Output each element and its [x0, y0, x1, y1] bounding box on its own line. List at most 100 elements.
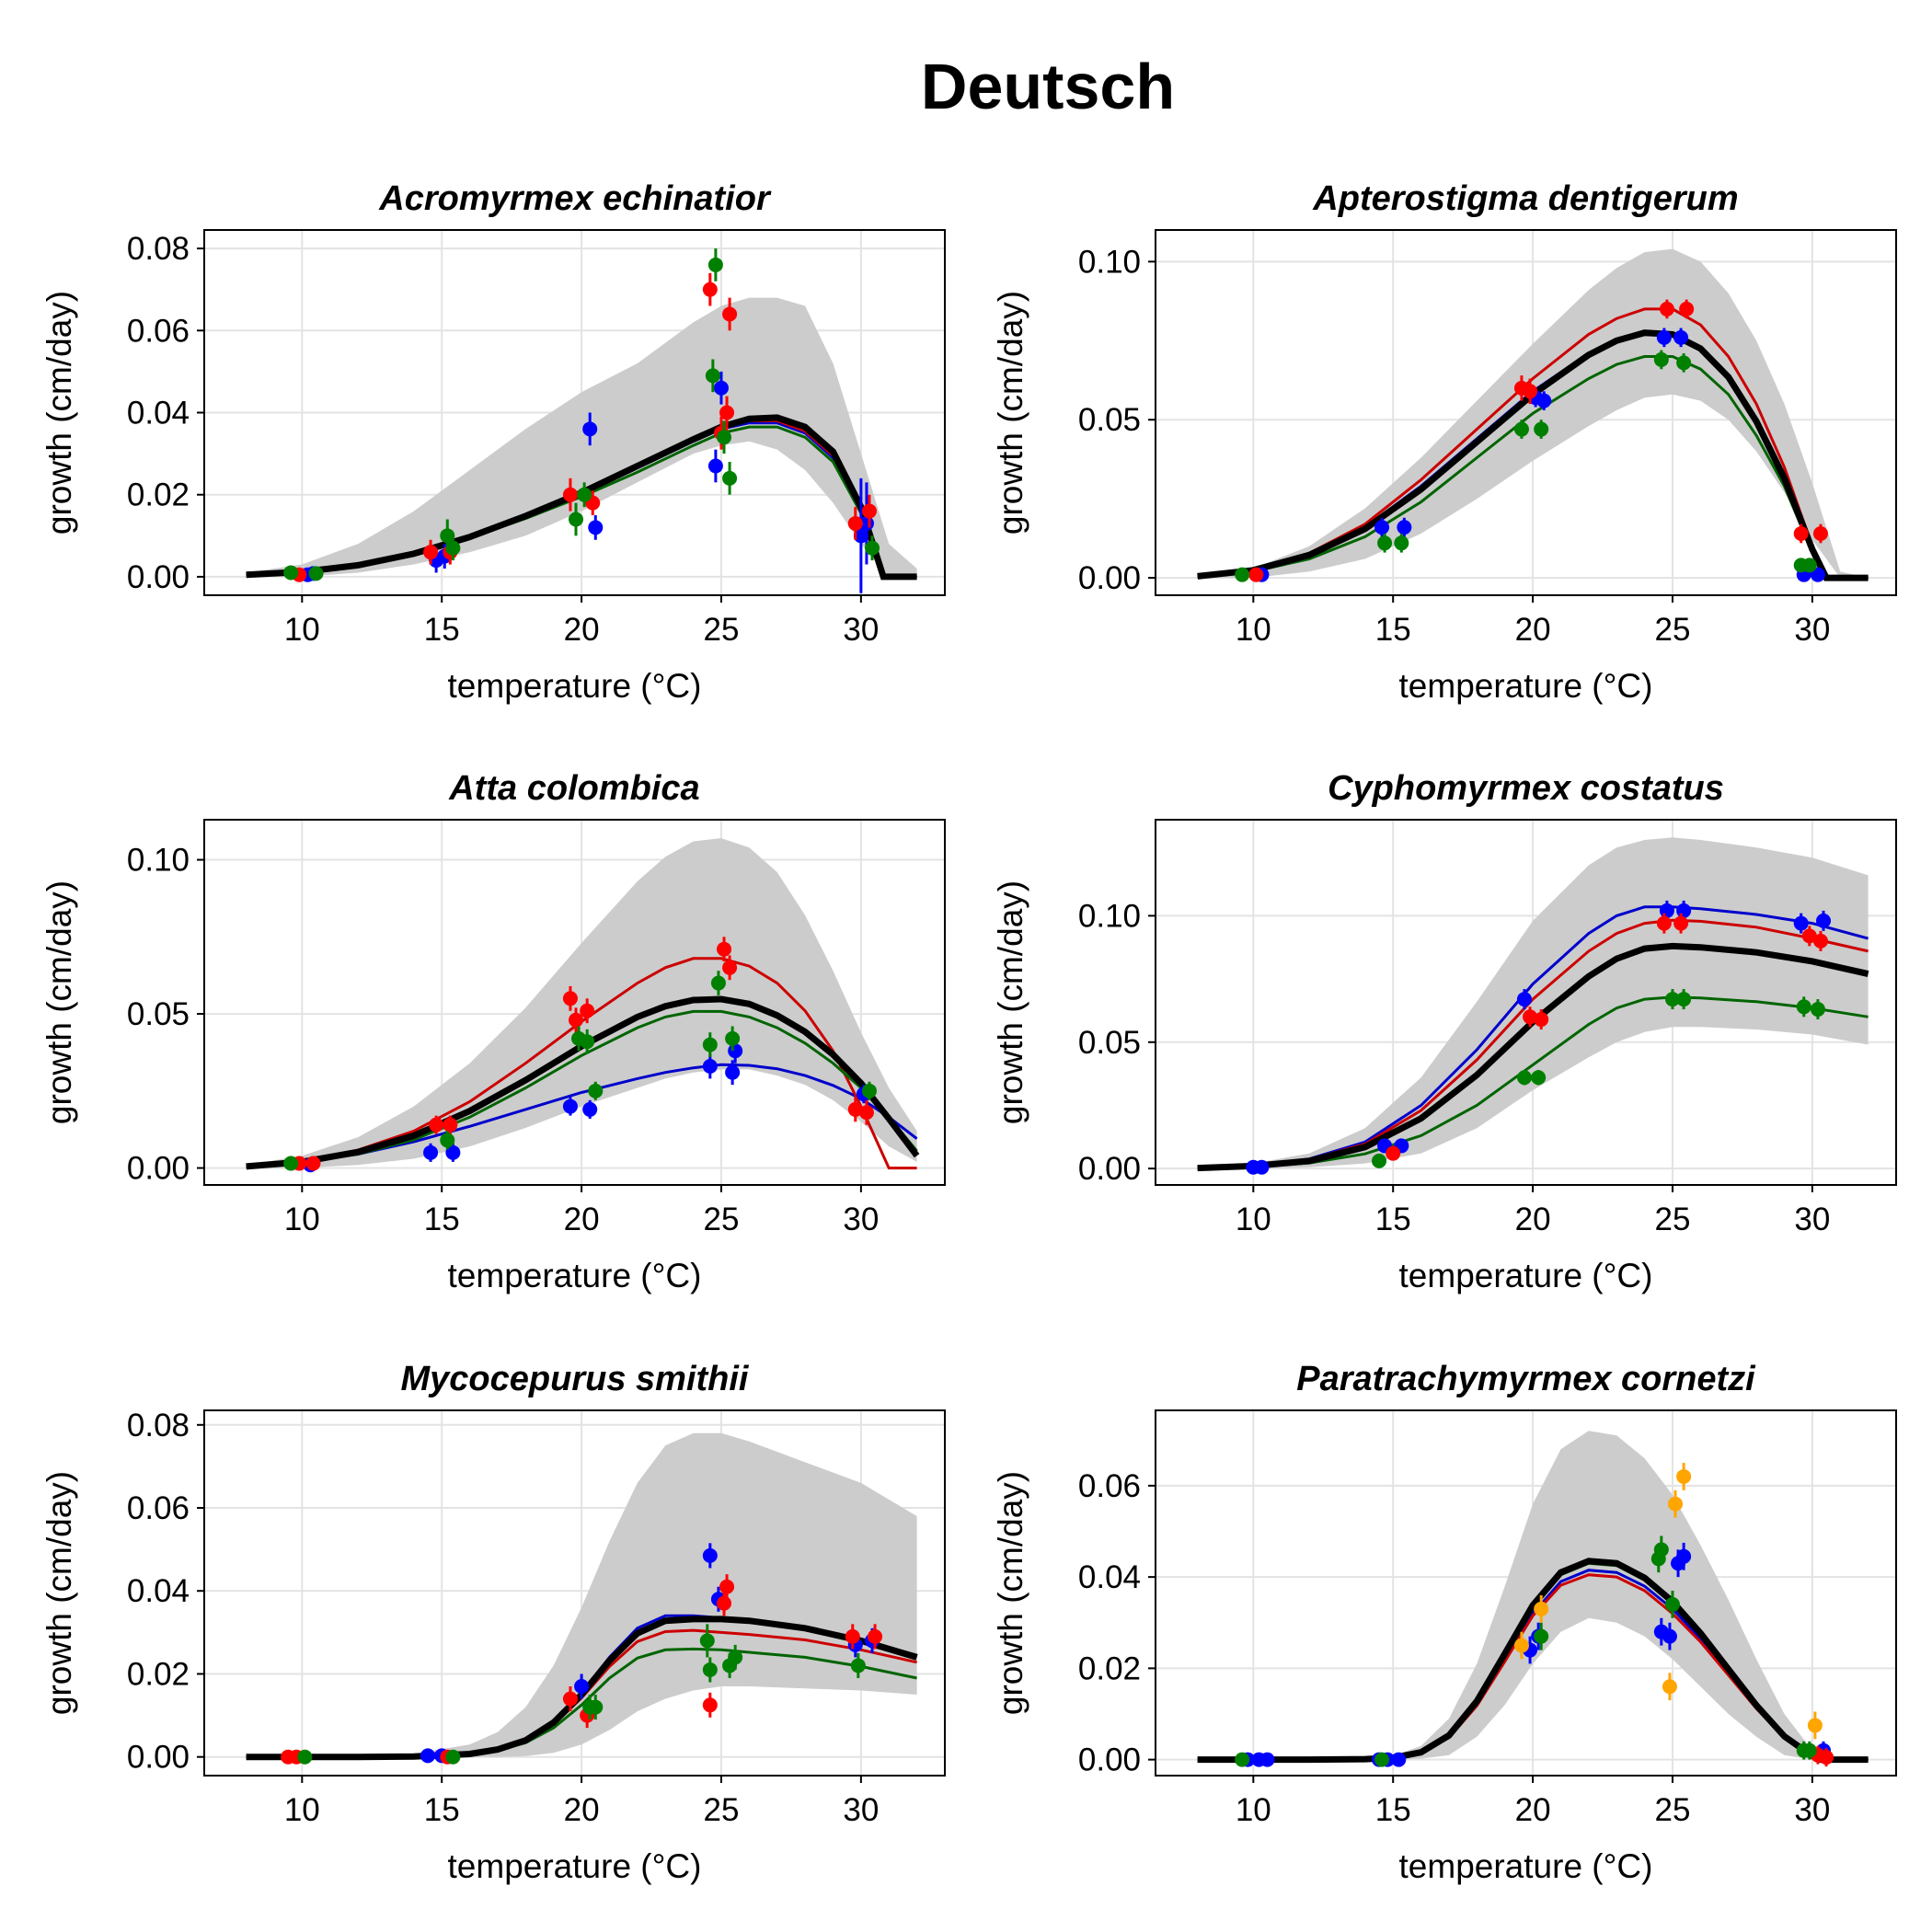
x-tick-label: 10: [284, 1792, 320, 1828]
y-tick-label: 0.02: [127, 477, 190, 513]
data-point-green: [1810, 1002, 1825, 1018]
data-point-red: [1656, 915, 1672, 931]
plot-area: [1197, 248, 1869, 582]
y-tick-label: 0.00: [127, 559, 190, 595]
x-tick-label: 10: [284, 1202, 320, 1237]
data-point-red: [1523, 1009, 1538, 1025]
data-point-red: [1386, 1145, 1401, 1161]
panel-4: 10 15 20 25 30 0.00 0.05 0.10 Cyphomyrmex costat…: [992, 769, 1897, 1294]
data-point-blue: [728, 1043, 743, 1059]
y-tick-label: 0.00: [1078, 560, 1141, 596]
data-point-blue: [582, 421, 598, 437]
data-point-blue: [574, 1679, 590, 1695]
panel-6: 10 15 20 25 30 0.00 0.02 0.04 0.06 Paratrachymyrm…: [992, 1360, 1897, 1885]
x-axis-label: temperature (°C): [1399, 1847, 1653, 1885]
x-tick-label: 25: [1655, 1792, 1691, 1828]
data-point-green: [717, 430, 732, 445]
data-point-green: [1664, 992, 1680, 1007]
data-point-green: [588, 1083, 604, 1098]
data-point-green: [702, 1662, 718, 1677]
credible-band: [246, 297, 917, 577]
data-point-green: [445, 1749, 461, 1765]
data-point-green: [1801, 1742, 1817, 1758]
data-point-green: [722, 470, 738, 486]
data-point-red: [1819, 1750, 1834, 1765]
data-point-green: [1531, 1070, 1547, 1086]
data-point-green: [569, 512, 584, 527]
y-tick-label: 0.00: [127, 1740, 190, 1776]
data-point-green: [1796, 999, 1811, 1015]
x-tick-label: 30: [843, 1792, 879, 1828]
data-point-green: [1235, 1752, 1250, 1767]
x-tick-label: 30: [843, 612, 879, 648]
data-point-green: [283, 565, 299, 581]
panel-5: 10 15 20 25 30 0.00 0.02 0.04 0.06 0.08 Mycocepuru…: [40, 1360, 946, 1885]
data-point-green: [1653, 351, 1669, 367]
x-tick-label: 10: [1236, 1202, 1271, 1237]
y-tick-label: 0.02: [127, 1656, 190, 1692]
data-point-red: [562, 487, 578, 502]
data-point-blue: [1391, 1752, 1407, 1767]
panel-title: Mycocepurus smithii: [401, 1360, 750, 1398]
data-point-blue: [445, 1144, 461, 1160]
x-tick-label: 25: [1655, 1202, 1691, 1237]
figure-title: Deutsch: [921, 51, 1175, 122]
data-point-red: [719, 1579, 735, 1594]
data-point-blue: [725, 1064, 741, 1080]
data-point-blue: [1374, 520, 1390, 535]
data-point-red: [702, 282, 718, 297]
data-point-green: [725, 1030, 741, 1046]
data-point-red: [423, 545, 439, 560]
x-tick-label: 20: [1515, 612, 1551, 648]
x-tick-label: 10: [1236, 612, 1271, 648]
panel-title: Atta colombica: [448, 769, 699, 808]
data-point-red: [1248, 567, 1264, 582]
y-axis-label: growth (cm/day): [40, 880, 78, 1124]
x-tick-label: 20: [564, 1792, 600, 1828]
data-point-green: [588, 1699, 604, 1715]
axes-frame: [1155, 229, 1897, 596]
x-tick-label: 10: [1236, 1792, 1271, 1828]
series-curve-green: [1197, 995, 1869, 1170]
x-tick-label: 30: [1794, 1792, 1830, 1828]
data-point-blue: [853, 528, 868, 544]
data-point-blue: [1673, 329, 1689, 345]
panels-container: 10 15 20 25 30 0.00 0.02 0.04 0.06 0.08 Acromyrmex…: [40, 179, 1897, 1885]
data-point-green: [1801, 558, 1817, 573]
data-point-orange: [1662, 1679, 1677, 1695]
data-point-green: [865, 540, 880, 556]
x-tick-label: 30: [1794, 612, 1830, 648]
overall-curve: [246, 995, 920, 1170]
data-point-red: [562, 991, 578, 1006]
data-point-blue: [1516, 992, 1532, 1007]
data-point-orange: [1668, 1496, 1684, 1512]
x-tick-label: 20: [564, 1202, 600, 1237]
credible-band: [1197, 1431, 1841, 1760]
y-tick-label: 0.00: [1078, 1151, 1141, 1187]
data-point-red: [719, 405, 735, 420]
y-tick-label: 0.02: [1078, 1650, 1141, 1686]
x-axis-label: temperature (°C): [1399, 667, 1653, 705]
x-axis-label: temperature (°C): [448, 1847, 702, 1885]
data-point-green: [1235, 567, 1250, 582]
x-axis-label: temperature (°C): [1399, 1257, 1653, 1294]
panel-3: 10 15 20 25 30 0.00 0.05 0.10 Atta colombica temp…: [40, 769, 946, 1294]
data-point-green: [1676, 355, 1692, 371]
data-point-green: [1676, 992, 1692, 1007]
data-point-red: [847, 1101, 863, 1117]
overall-curve: [1197, 942, 1869, 1172]
data-point-green: [283, 1156, 299, 1171]
data-point-blue: [702, 1547, 718, 1563]
panel-title: Acromyrmex echinatior: [378, 179, 772, 218]
data-point-red: [868, 1628, 883, 1644]
data-point-blue: [1536, 393, 1552, 408]
x-tick-label: 25: [704, 1202, 740, 1237]
series-curve-red: [1197, 307, 1869, 580]
x-tick-label: 25: [704, 1792, 740, 1828]
data-point-blue: [562, 1098, 578, 1114]
y-tick-label: 0.06: [127, 313, 190, 349]
data-point-green: [440, 1133, 455, 1148]
data-point-green: [1394, 535, 1409, 551]
data-point-blue: [713, 380, 729, 396]
